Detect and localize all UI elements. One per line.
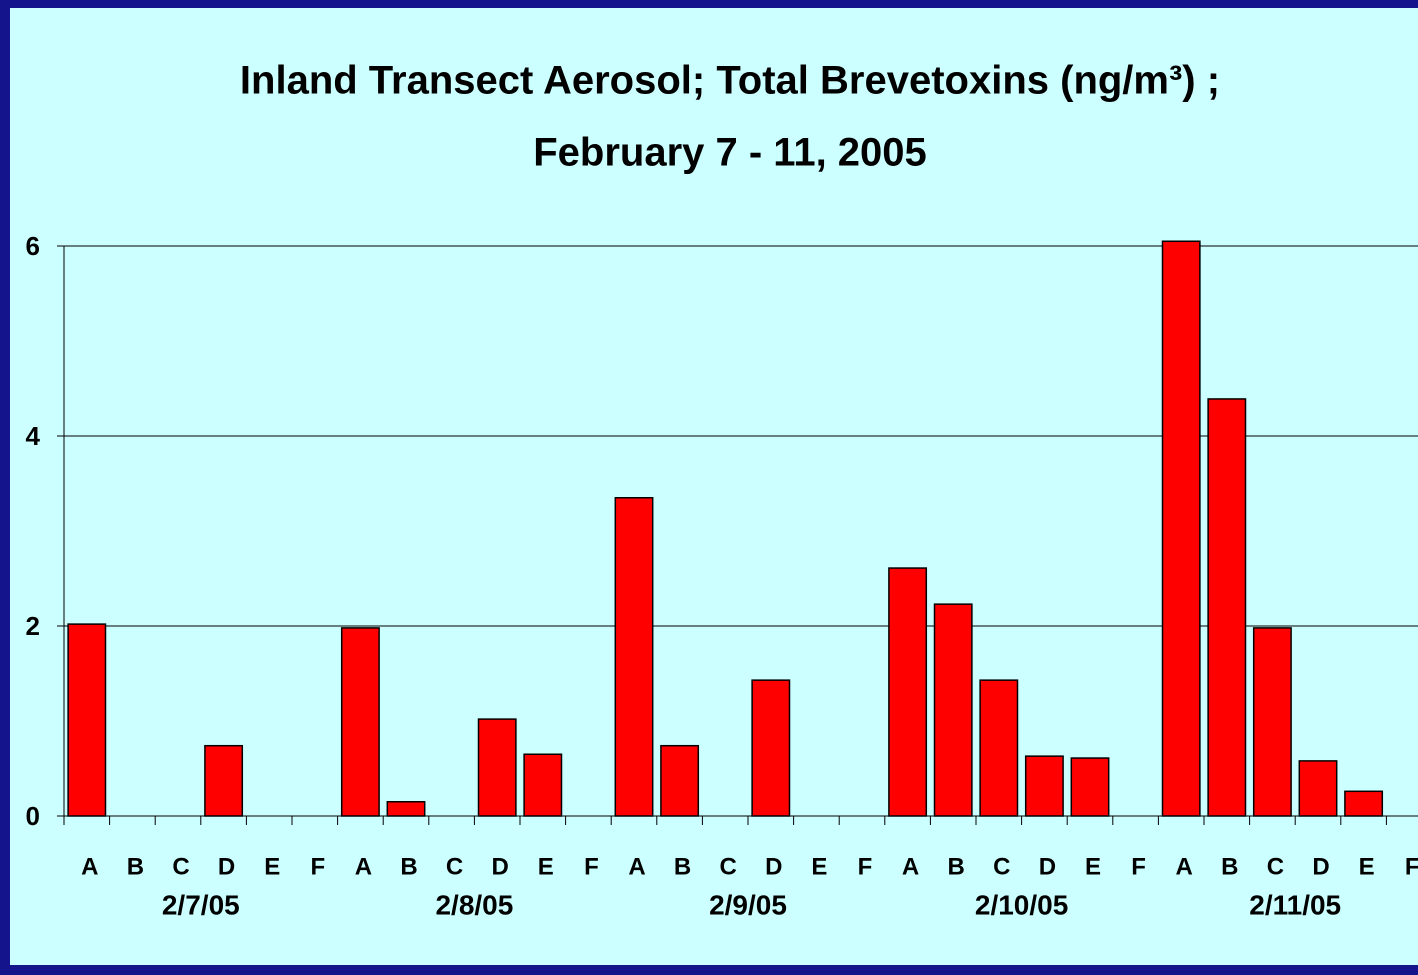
x-tick-label: A	[628, 853, 645, 880]
x-tick-label: E	[1359, 853, 1375, 880]
x-tick-label: D	[218, 853, 235, 880]
x-tick-label: F	[858, 853, 873, 880]
x-tick-label: F	[1405, 853, 1418, 880]
bar	[1070, 757, 1110, 817]
x-tick-label: A	[81, 853, 98, 880]
y-tick-label: 6	[26, 231, 40, 261]
x-tick-label: E	[1085, 853, 1101, 880]
x-tick-label: B	[948, 853, 965, 880]
bar	[933, 603, 973, 817]
x-tick-label: D	[1039, 853, 1056, 880]
bar	[204, 744, 244, 817]
bar	[1161, 240, 1201, 817]
bar	[340, 627, 380, 817]
x-tick-label: F	[310, 853, 325, 880]
chart-title: Inland Transect Aerosol; Total Brevetoxi…	[240, 59, 1220, 103]
bar	[751, 679, 791, 817]
bar	[1252, 627, 1292, 817]
group-label: 2/8/05	[435, 889, 513, 920]
bar	[979, 679, 1019, 817]
bar	[1207, 398, 1247, 817]
x-tick-label: D	[765, 853, 782, 880]
x-tick-label: B	[674, 853, 691, 880]
group-label: 2/9/05	[709, 889, 787, 920]
x-tick-label: E	[811, 853, 827, 880]
bar	[1344, 790, 1384, 817]
bar	[1298, 760, 1338, 817]
x-tick-label: A	[1176, 853, 1193, 880]
y-tick-label: 4	[26, 421, 41, 451]
bar	[614, 497, 654, 817]
x-tick-label: A	[355, 853, 372, 880]
x-tick-label: C	[1267, 853, 1284, 880]
x-tick-label: B	[1221, 853, 1238, 880]
x-tick-label: F	[1131, 853, 1146, 880]
bar	[386, 801, 426, 817]
bar	[1024, 755, 1064, 817]
x-tick-label: C	[993, 853, 1010, 880]
y-tick-label: 2	[26, 611, 40, 641]
x-tick-label: F	[584, 853, 599, 880]
x-tick-label: A	[902, 853, 919, 880]
x-tick-label: C	[446, 853, 463, 880]
y-tick-label: 0	[26, 801, 40, 831]
bar	[67, 623, 107, 817]
bar	[523, 753, 563, 817]
group-label: 2/10/05	[975, 889, 1068, 920]
x-tick-label: D	[492, 853, 509, 880]
x-tick-label: E	[538, 853, 554, 880]
x-tick-label: D	[1312, 853, 1329, 880]
x-tick-label: C	[172, 853, 189, 880]
x-tick-label: C	[720, 853, 737, 880]
bar	[660, 744, 700, 817]
bar	[888, 567, 928, 817]
chart-subtitle: February 7 - 11, 2005	[533, 131, 927, 175]
x-tick-label: B	[127, 853, 144, 880]
group-label: 2/7/05	[162, 889, 240, 920]
x-tick-label: B	[400, 853, 417, 880]
bar	[477, 718, 517, 817]
x-tick-label: E	[264, 853, 280, 880]
group-label: 2/11/05	[1249, 889, 1341, 920]
